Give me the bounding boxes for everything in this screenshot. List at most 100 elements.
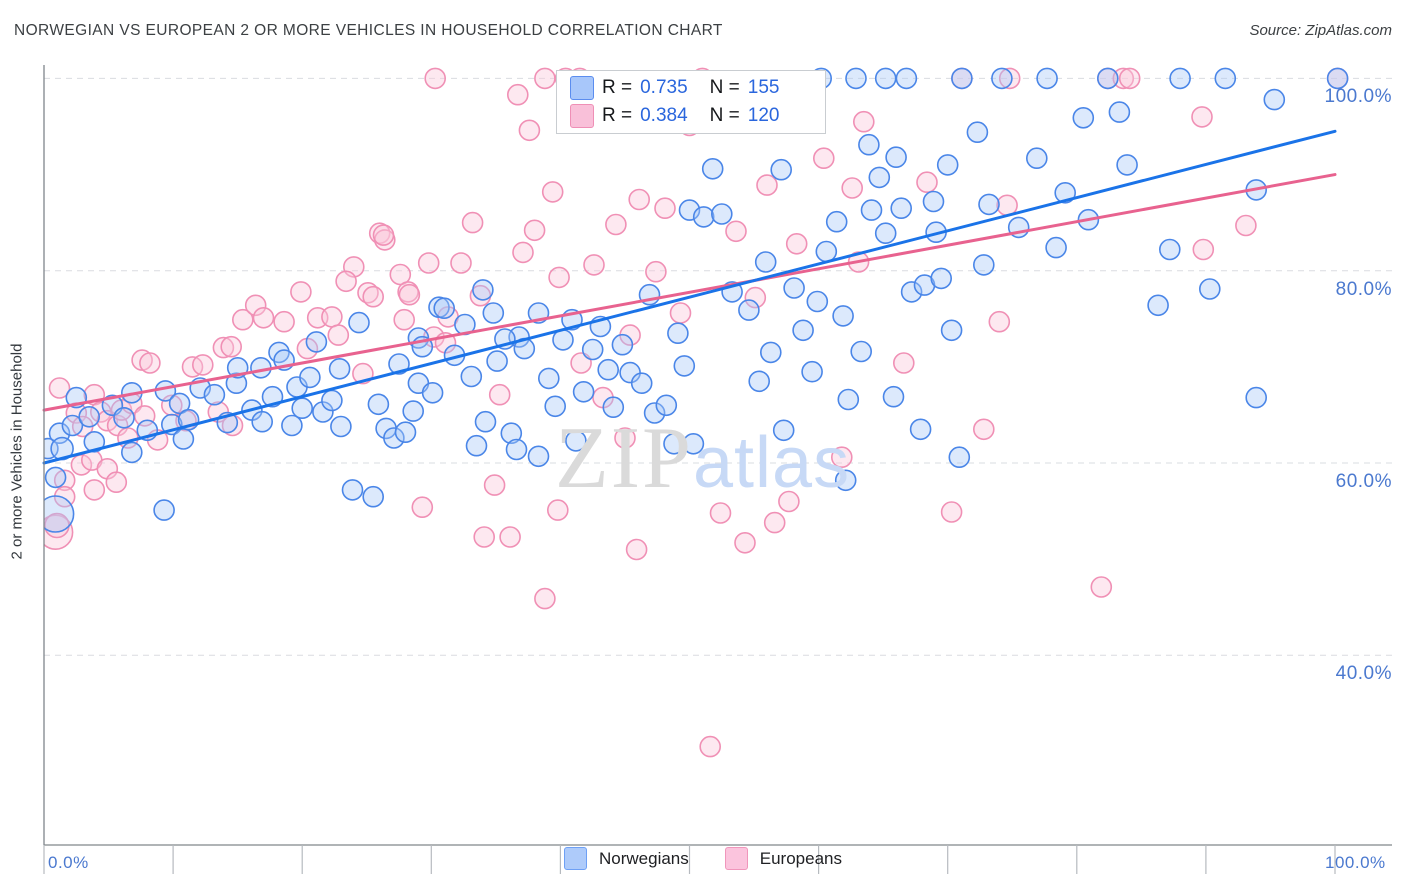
scatter-point-europeans[interactable]: [734, 531, 756, 554]
scatter-point-norwegians[interactable]: [1147, 294, 1169, 317]
scatter-point-norwegians[interactable]: [421, 381, 444, 404]
scatter-point-europeans[interactable]: [244, 294, 267, 317]
scatter-point-norwegians[interactable]: [153, 499, 175, 521]
scatter-point-europeans[interactable]: [998, 67, 1021, 90]
scatter-point-europeans[interactable]: [523, 219, 546, 242]
scatter-point-europeans[interactable]: [232, 308, 254, 331]
scatter-point-europeans[interactable]: [812, 147, 835, 169]
scatter-point-norwegians[interactable]: [328, 357, 351, 380]
scatter-point-norwegians[interactable]: [783, 277, 805, 299]
scatter-point-norwegians[interactable]: [383, 427, 405, 449]
scatter-point-norwegians[interactable]: [44, 466, 67, 489]
scatter-point-europeans[interactable]: [940, 501, 963, 523]
scatter-point-europeans[interactable]: [628, 188, 651, 211]
scatter-point-europeans[interactable]: [1235, 214, 1257, 237]
scatter-point-europeans[interactable]: [499, 526, 521, 548]
scatter-point-norwegians[interactable]: [544, 395, 567, 418]
scatter-point-europeans[interactable]: [252, 306, 275, 329]
scatter-point-europeans[interactable]: [625, 538, 648, 561]
scatter-point-norwegians[interactable]: [203, 383, 226, 406]
scatter-point-norwegians[interactable]: [1026, 147, 1048, 169]
scatter-point-norwegians[interactable]: [692, 206, 715, 228]
scatter-point-europeans[interactable]: [105, 471, 128, 494]
scatter-point-norwegians[interactable]: [500, 422, 523, 445]
scatter-point-europeans[interactable]: [411, 496, 434, 519]
scatter-point-norwegians[interactable]: [38, 495, 75, 533]
scatter-point-norwegians[interactable]: [663, 432, 685, 455]
scatter-point-norwegians[interactable]: [281, 414, 303, 437]
scatter-point-norwegians[interactable]: [673, 355, 696, 377]
scatter-point-norwegians[interactable]: [291, 397, 314, 420]
scatter-point-norwegians[interactable]: [1263, 88, 1286, 111]
scatter-point-norwegians[interactable]: [362, 485, 385, 508]
scatter-point-norwegians[interactable]: [710, 203, 733, 225]
scatter-point-europeans[interactable]: [335, 270, 357, 293]
scatter-point-europeans[interactable]: [83, 479, 106, 501]
scatter-point-norwegians[interactable]: [874, 67, 897, 90]
scatter-point-norwegians[interactable]: [482, 302, 505, 324]
scatter-point-europeans[interactable]: [1112, 67, 1135, 90]
scatter-point-europeans[interactable]: [654, 197, 676, 219]
scatter-point-europeans[interactable]: [483, 474, 506, 496]
scatter-point-norwegians[interactable]: [505, 438, 528, 461]
scatter-point-norwegians[interactable]: [597, 358, 620, 381]
scatter-point-norwegians[interactable]: [909, 418, 932, 441]
scatter-point-europeans[interactable]: [192, 354, 214, 376]
scatter-point-norwegians[interactable]: [572, 380, 595, 403]
scatter-point-europeans[interactable]: [546, 499, 569, 521]
scatter-point-europeans[interactable]: [220, 335, 242, 358]
scatter-point-norwegians[interactable]: [655, 394, 678, 417]
scatter-point-norwegians[interactable]: [682, 432, 705, 455]
scatter-point-norwegians[interactable]: [951, 67, 973, 90]
scatter-point-norwegians[interactable]: [330, 415, 352, 438]
scatter-point-norwegians[interactable]: [837, 388, 860, 411]
scatter-point-europeans[interactable]: [541, 181, 564, 203]
scatter-point-europeans[interactable]: [321, 306, 343, 328]
scatter-point-norwegians[interactable]: [978, 193, 1000, 216]
scatter-point-europeans[interactable]: [398, 283, 421, 306]
scatter-point-europeans[interactable]: [417, 252, 440, 274]
scatter-point-europeans[interactable]: [393, 308, 416, 331]
scatter-point-europeans[interactable]: [518, 119, 541, 142]
scatter-point-norwegians[interactable]: [930, 267, 953, 290]
scatter-point-europeans[interactable]: [473, 526, 496, 548]
scatter-point-norwegians[interactable]: [770, 158, 793, 181]
scatter-point-europeans[interactable]: [139, 352, 161, 374]
scatter-point-europeans[interactable]: [892, 352, 915, 374]
scatter-point-europeans[interactable]: [461, 211, 484, 234]
scatter-point-norwegians[interactable]: [991, 67, 1013, 90]
scatter-point-norwegians[interactable]: [1199, 278, 1221, 300]
scatter-point-europeans[interactable]: [830, 446, 853, 469]
scatter-point-norwegians[interactable]: [845, 67, 867, 90]
scatter-point-norwegians[interactable]: [858, 133, 880, 156]
scatter-point-norwegians[interactable]: [486, 350, 508, 372]
scatter-point-norwegians[interactable]: [225, 372, 248, 395]
scatter-point-norwegians[interactable]: [1159, 238, 1181, 261]
scatter-point-norwegians[interactable]: [701, 158, 724, 180]
scatter-point-norwegians[interactable]: [966, 121, 989, 143]
scatter-point-europeans[interactable]: [506, 83, 529, 106]
scatter-point-norwegians[interactable]: [772, 419, 795, 442]
scatter-point-norwegians[interactable]: [1045, 236, 1067, 259]
scatter-point-norwegians[interactable]: [527, 445, 550, 468]
scatter-point-norwegians[interactable]: [825, 210, 848, 233]
scatter-point-norwegians[interactable]: [667, 322, 689, 345]
scatter-point-norwegians[interactable]: [460, 365, 483, 388]
scatter-point-norwegians[interactable]: [348, 311, 370, 334]
scatter-point-europeans[interactable]: [756, 174, 778, 196]
scatter-point-europeans[interactable]: [725, 220, 747, 243]
scatter-point-europeans[interactable]: [512, 241, 534, 264]
scatter-point-norwegians[interactable]: [394, 421, 417, 444]
scatter-point-europeans[interactable]: [583, 254, 605, 276]
scatter-point-norwegians[interactable]: [1245, 386, 1267, 409]
scatter-point-europeans[interactable]: [709, 502, 732, 524]
scatter-point-europeans[interactable]: [778, 490, 800, 513]
scatter-point-norwegians[interactable]: [1097, 67, 1119, 90]
scatter-point-europeans[interactable]: [450, 252, 472, 274]
scatter-point-norwegians[interactable]: [815, 240, 838, 263]
scatter-point-norwegians[interactable]: [465, 434, 488, 457]
scatter-point-norwegians[interactable]: [738, 299, 760, 321]
scatter-point-norwegians[interactable]: [367, 393, 390, 416]
scatter-point-norwegians[interactable]: [832, 305, 854, 327]
scatter-point-europeans[interactable]: [763, 511, 786, 534]
